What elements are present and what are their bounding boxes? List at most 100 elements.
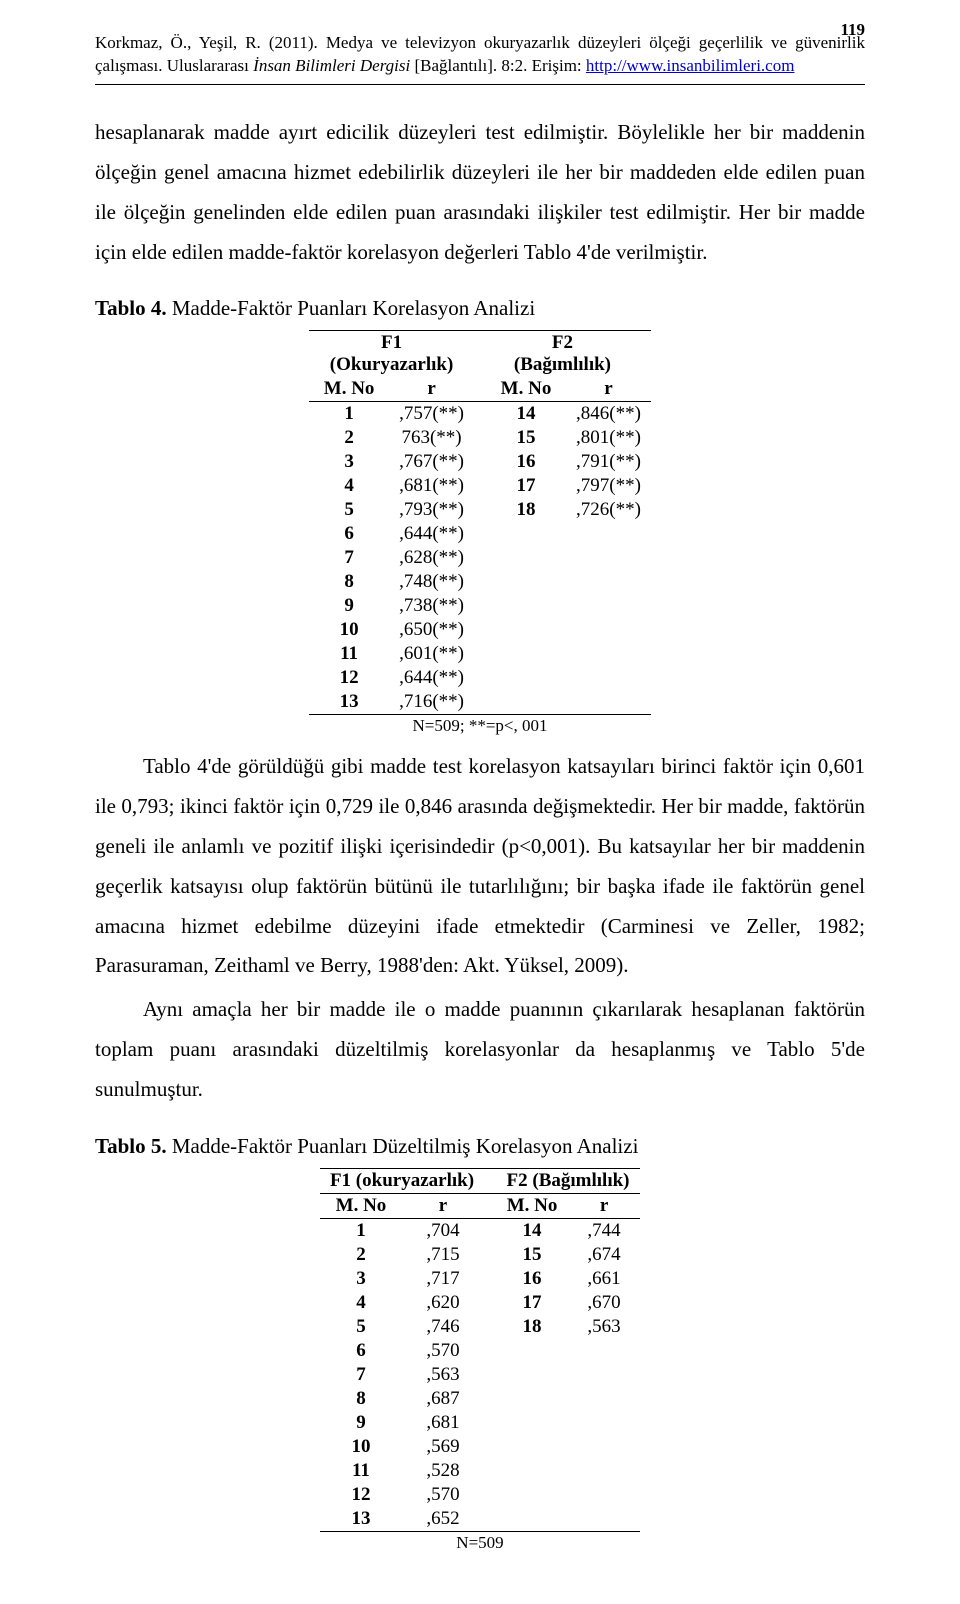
table-row: ,704 xyxy=(402,1218,484,1243)
table5-caption: Tablo 5. Madde-Faktör Puanları Düzeltilm… xyxy=(95,1130,865,1164)
t5-col-r1: r xyxy=(402,1193,484,1218)
paragraph-2: Tablo 4'de görüldüğü gibi madde test kor… xyxy=(95,747,865,986)
table-row: 9 xyxy=(320,1411,402,1435)
table-row: ,738(**) xyxy=(389,594,474,618)
t4-h-f1-top: F1 xyxy=(381,332,402,353)
table-row: 6 xyxy=(309,522,389,546)
table-row: 13 xyxy=(320,1507,402,1532)
table-row: ,767(**) xyxy=(389,450,474,474)
t5-col-r2: r xyxy=(568,1193,640,1218)
table-row: ,748(**) xyxy=(389,570,474,594)
table-row: ,644(**) xyxy=(389,522,474,546)
table-row: ,726(**) xyxy=(566,498,651,522)
table-row: ,569 xyxy=(402,1435,484,1459)
table-row: ,620 xyxy=(402,1291,484,1315)
table-row: 17 xyxy=(474,474,566,498)
t5-h-f2: F2 (Bağımlılık) xyxy=(484,1168,640,1193)
table-row: ,628(**) xyxy=(389,546,474,570)
t5-col-mn1: M. No xyxy=(320,1193,402,1218)
table-row: 6 xyxy=(320,1339,402,1363)
paragraph-1: hesaplanarak madde ayırt edicilik düzeyl… xyxy=(95,113,865,273)
running-head-link[interactable]: http://www.insanbilimleri.com xyxy=(586,56,795,75)
table-row: ,797(**) xyxy=(566,474,651,498)
table-row: ,644(**) xyxy=(389,666,474,690)
table-row: ,674 xyxy=(568,1243,640,1267)
table-row: 1 xyxy=(320,1218,402,1243)
table-row: 12 xyxy=(309,666,389,690)
running-head: Korkmaz, Ö., Yeşil, R. (2011). Medya ve … xyxy=(95,32,865,78)
table-row: 14 xyxy=(474,402,566,427)
t5-note: N=509 xyxy=(320,1531,640,1554)
table-row: ,563 xyxy=(568,1315,640,1339)
table-row: 7 xyxy=(320,1363,402,1387)
table-row: 9 xyxy=(309,594,389,618)
t5-h-f1: F1 (okuryazarlık) xyxy=(320,1168,484,1193)
paragraph-3: Aynı amaçla her bir madde ile o madde pu… xyxy=(95,990,865,1110)
table-row: ,563 xyxy=(402,1363,484,1387)
table4-caption-rest: Madde-Faktör Puanları Korelasyon Analizi xyxy=(167,296,536,320)
table4-caption-bold: Tablo 4. xyxy=(95,296,167,320)
t4-h-f1-bot: (Okuryazarlık) xyxy=(330,354,454,375)
table5-wrap: F1 (okuryazarlık) F2 (Bağımlılık) M. No … xyxy=(95,1168,865,1554)
table-row: 11 xyxy=(309,642,389,666)
table-row: ,716(**) xyxy=(389,690,474,715)
table-row: ,661 xyxy=(568,1267,640,1291)
table-row: 16 xyxy=(474,450,566,474)
t5-col-mn2: M. No xyxy=(484,1193,568,1218)
table-row: ,687 xyxy=(402,1387,484,1411)
page: 119 Korkmaz, Ö., Yeşil, R. (2011). Medya… xyxy=(0,0,960,1604)
table-row: 8 xyxy=(320,1387,402,1411)
table-row: 10 xyxy=(309,618,389,642)
table-row: 3 xyxy=(320,1267,402,1291)
table-row: 4 xyxy=(320,1291,402,1315)
table-row: ,717 xyxy=(402,1267,484,1291)
table-row: ,601(**) xyxy=(389,642,474,666)
table-row: 3 xyxy=(309,450,389,474)
table-row: ,528 xyxy=(402,1459,484,1483)
table-row: ,650(**) xyxy=(389,618,474,642)
table-row: 11 xyxy=(320,1459,402,1483)
t4-col-mn2: M. No xyxy=(474,377,566,402)
t4-h-f1: F1 (Okuryazarlık) xyxy=(309,331,474,378)
table5: F1 (okuryazarlık) F2 (Bağımlılık) M. No … xyxy=(320,1168,640,1554)
table-row: 5 xyxy=(309,498,389,522)
table-row: 15 xyxy=(474,426,566,450)
table-row: 2 xyxy=(320,1243,402,1267)
table5-caption-bold: Tablo 5. xyxy=(95,1134,167,1158)
table4: F1 (Okuryazarlık) F2 (Bağımlılık) M. No … xyxy=(309,330,651,737)
table-row: 5 xyxy=(320,1315,402,1339)
running-head-b: İnsan Bilimleri Dergisi xyxy=(253,56,410,75)
table-row: 763(**) xyxy=(389,426,474,450)
table-row: 18 xyxy=(474,498,566,522)
table-row: ,757(**) xyxy=(389,402,474,427)
table-row: ,715 xyxy=(402,1243,484,1267)
table-row: ,652 xyxy=(402,1507,484,1532)
header-rule xyxy=(95,84,865,85)
t4-h-f2-bot: (Bağımlılık) xyxy=(514,354,611,375)
table4-caption: Tablo 4. Madde-Faktör Puanları Korelasyo… xyxy=(95,292,865,326)
table-row: ,681(**) xyxy=(389,474,474,498)
t4-h-f2-top: F2 xyxy=(552,332,573,353)
table-row: 8 xyxy=(309,570,389,594)
t4-h-f2: F2 (Bağımlılık) xyxy=(474,331,651,378)
table-row: ,670 xyxy=(568,1291,640,1315)
t4-note: N=509; **=p<, 001 xyxy=(309,715,651,738)
table-row: 18 xyxy=(484,1315,568,1339)
table-row: 1 xyxy=(309,402,389,427)
table-row: 10 xyxy=(320,1435,402,1459)
table-row: 12 xyxy=(320,1483,402,1507)
table-row: ,681 xyxy=(402,1411,484,1435)
table-row: ,791(**) xyxy=(566,450,651,474)
table-row: 16 xyxy=(484,1267,568,1291)
table-row: 17 xyxy=(484,1291,568,1315)
table-row: ,793(**) xyxy=(389,498,474,522)
table-row: 13 xyxy=(309,690,389,715)
table-row: 7 xyxy=(309,546,389,570)
table-row: 4 xyxy=(309,474,389,498)
table4-wrap: F1 (Okuryazarlık) F2 (Bağımlılık) M. No … xyxy=(95,330,865,737)
t4-col-mn1: M. No xyxy=(309,377,389,402)
table-row: ,801(**) xyxy=(566,426,651,450)
t4-col-r2: r xyxy=(566,377,651,402)
table-row: 15 xyxy=(484,1243,568,1267)
table-row: 2 xyxy=(309,426,389,450)
